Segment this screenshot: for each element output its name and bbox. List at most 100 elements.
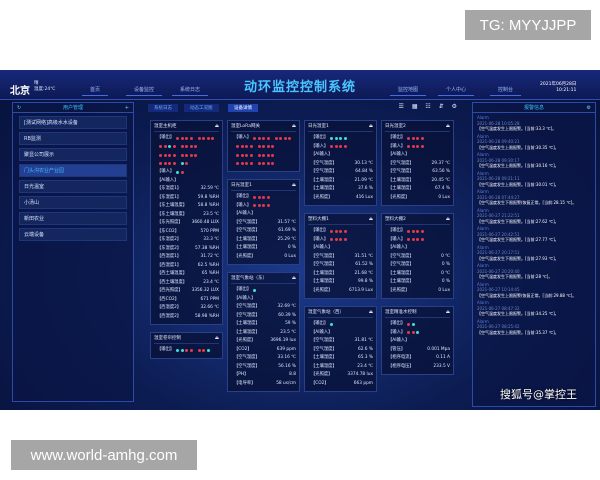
upload-icon[interactable]: ⏏ [368,217,373,222]
status-dot-off[interactable] [334,229,338,233]
upload-icon[interactable]: ⏏ [445,124,450,129]
status-dot-off[interactable] [271,162,274,166]
status-dot-off[interactable] [168,153,171,157]
status-dot-on[interactable] [253,288,257,292]
status-dot-on[interactable] [330,136,334,140]
status-dot-off[interactable] [330,145,334,149]
sidebar-item[interactable]: 小汤山 [19,196,127,209]
alarm-item[interactable]: Alarm 2021-06-28 09:30:17 【空气温度发生上限报警。[当前:… [473,152,595,169]
status-dot-off[interactable] [266,153,270,157]
sidebar-item[interactable]: [测试网络]高级水水设备 [19,116,127,129]
nav-device-monitor[interactable]: 设备监控 [126,84,163,96]
status-dot-off[interactable] [420,238,424,242]
nav-home[interactable]: 首页 [82,84,109,96]
status-dot-off[interactable] [163,162,167,166]
status-dot-off[interactable] [257,162,261,166]
status-dot-off[interactable] [407,229,411,233]
status-dot-off[interactable] [334,238,338,242]
status-dot-on[interactable] [330,322,334,326]
status-dot-off[interactable] [245,162,248,166]
status-dot-off[interactable] [262,153,265,157]
status-dot-off[interactable] [407,331,411,335]
status-dot-off[interactable] [159,145,162,149]
status-dot-off[interactable] [339,145,343,149]
status-dot-on[interactable] [206,348,210,352]
status-dot-off[interactable] [185,145,188,149]
status-dot-off[interactable] [411,136,415,140]
status-dot-off[interactable] [411,331,415,335]
status-dot-off[interactable] [180,136,184,140]
status-dot-off[interactable] [330,238,334,242]
status-dot-off[interactable] [253,136,257,140]
status-dot-off[interactable] [262,145,265,149]
status-dot-off[interactable] [249,145,253,149]
status-dot-off[interactable] [411,145,415,149]
upload-icon[interactable]: ⏏ [214,124,219,129]
status-dot-off[interactable] [197,348,201,352]
toolbar-icons[interactable]: ☰ ▦ ☷ ⇵ ⚙ [398,103,460,110]
sidebar-item[interactable]: 门头沟农业产业园 [19,164,127,177]
status-dot-off[interactable] [411,238,415,242]
add-icon[interactable]: + [124,105,129,111]
status-dot-off[interactable] [249,162,253,166]
status-dot-off[interactable] [416,229,420,233]
status-dot-off[interactable] [266,136,270,140]
status-dot-off[interactable] [271,145,274,149]
nav-monitor-map[interactable]: 监控地图 [390,84,427,96]
status-dot-off[interactable] [407,136,411,140]
sidebar-item[interactable]: 日光温室 [19,180,127,193]
sidebar-item[interactable]: 新田农业 [19,212,127,225]
tab-system-log[interactable]: 系统日志 [148,104,178,112]
upload-icon[interactable]: ⏏ [214,336,219,341]
status-dot-off[interactable] [245,153,248,157]
status-dot-off[interactable] [202,348,206,352]
status-dot-off[interactable] [211,136,215,140]
status-dot-off[interactable] [271,153,274,157]
status-dot-off[interactable] [240,145,244,149]
upload-icon[interactable]: ⏏ [368,124,373,129]
status-dot-off[interactable] [240,153,244,157]
status-dot-off[interactable] [180,170,184,174]
status-dot-off[interactable] [416,238,420,242]
status-dot-off[interactable] [249,153,253,157]
status-dot-off[interactable] [407,238,411,242]
status-dot-on[interactable] [168,145,171,149]
status-dot-off[interactable] [202,136,206,140]
status-dot-off[interactable] [257,204,261,208]
status-dot-off[interactable] [185,162,188,166]
status-dot-off[interactable] [206,136,210,140]
status-dot-off[interactable] [163,145,167,149]
status-dot-off[interactable] [172,162,176,166]
upload-icon[interactable]: ⏏ [445,217,450,222]
status-dot-off[interactable] [288,136,292,140]
alarm-item[interactable]: Alarm 2021-06-27 08:25:42 【空气温度发生上限报警。[当前:… [473,319,595,336]
status-dot-off[interactable] [194,153,197,157]
status-dot-off[interactable] [343,238,347,242]
status-dot-off[interactable] [262,204,266,208]
status-dot-off[interactable] [197,136,201,140]
status-dot-off[interactable] [279,136,283,140]
status-dot-off[interactable] [266,195,270,199]
status-dot-off[interactable] [330,229,334,233]
status-dot-on[interactable] [176,170,180,174]
status-dot-off[interactable] [236,162,239,166]
alarm-item[interactable]: Alarm 2021-06-27 21:22:51 【空气温度发生下限报警。[当前:… [473,208,595,225]
alarm-item[interactable]: Alarm 2021-06-28 09:21:11 【空气温度发生上限报警。[当前:… [473,171,595,188]
status-dot-off[interactable] [411,229,415,233]
sidebar-item[interactable]: 聚显公司展示 [19,148,127,161]
status-dot-off[interactable] [253,195,257,199]
status-dot-off[interactable] [253,204,257,208]
status-dot-off[interactable] [416,136,420,140]
status-dot-off[interactable] [189,153,193,157]
status-dot-off[interactable] [245,145,248,149]
refresh-icon[interactable]: ↻ [17,105,22,111]
status-dot-off[interactable] [420,229,424,233]
status-dot-off[interactable] [257,145,261,149]
nav-console[interactable]: 控制台 [490,84,522,96]
status-dot-off[interactable] [159,162,162,166]
upload-icon[interactable]: ⏏ [368,310,373,315]
status-dot-off[interactable] [240,162,244,166]
alarm-item[interactable]: Alarm 2021-06-28 09:40:21 【空气温度发生上限报警。[当前:… [473,134,595,151]
status-dot-off[interactable] [339,229,343,233]
upload-icon[interactable]: ⏏ [291,124,296,129]
